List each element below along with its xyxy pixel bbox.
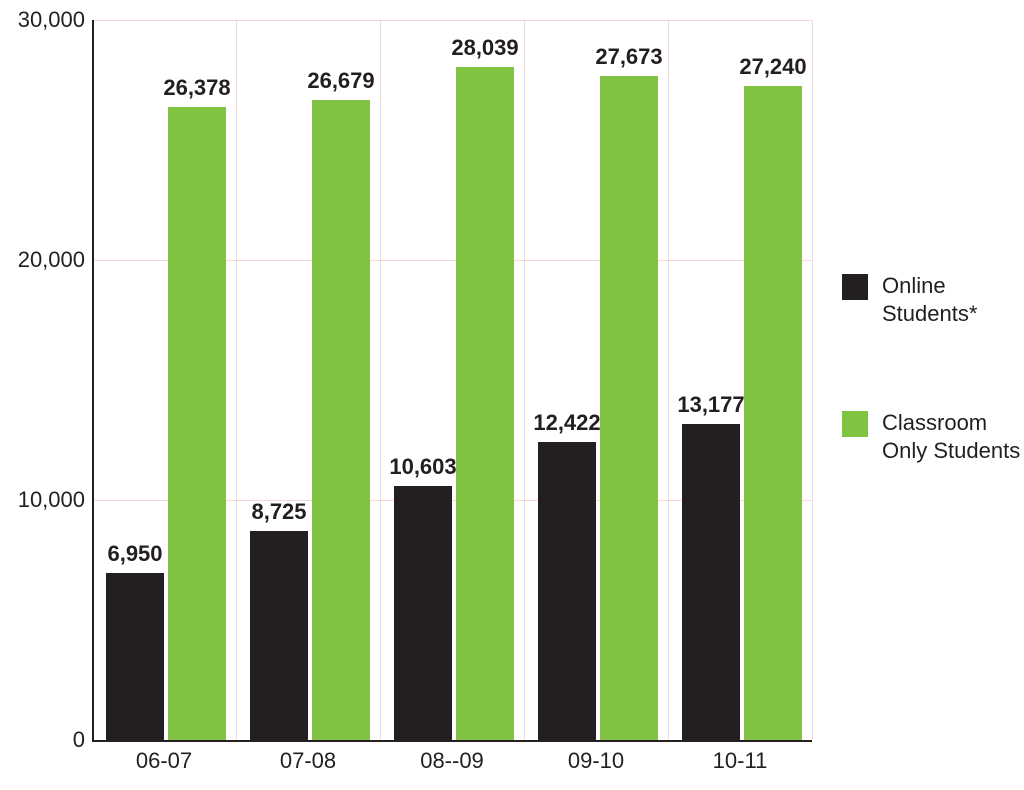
bar-classroom: [312, 100, 370, 740]
group-separator: [380, 20, 381, 740]
bar-value-label: 28,039: [435, 35, 535, 61]
legend-swatch: [842, 274, 868, 300]
legend-item-online: Online Students*: [842, 272, 1024, 327]
legend-swatch: [842, 411, 868, 437]
legend: Online Students* Classroom Only Students: [842, 272, 1024, 546]
student-enrollment-bar-chart: 6,95026,3788,72526,67910,60328,03912,422…: [0, 0, 1024, 790]
bar-online: [682, 424, 740, 740]
y-tick-label: 20,000: [0, 247, 85, 273]
y-tick-label: 30,000: [0, 7, 85, 33]
bar-online: [538, 442, 596, 740]
plot-area: 6,95026,3788,72526,67910,60328,03912,422…: [92, 20, 812, 740]
group-separator: [524, 20, 525, 740]
legend-item-classroom: Classroom Only Students: [842, 409, 1024, 464]
x-tick-label: 07-08: [236, 748, 380, 774]
gridline: [92, 20, 812, 21]
bar-value-label: 26,378: [147, 75, 247, 101]
bar-classroom: [744, 86, 802, 740]
x-axis: [92, 740, 812, 742]
group-separator: [236, 20, 237, 740]
bar-online: [250, 531, 308, 740]
bar-classroom: [168, 107, 226, 740]
x-tick-label: 06-07: [92, 748, 236, 774]
bar-online: [394, 486, 452, 740]
y-tick-label: 10,000: [0, 487, 85, 513]
y-axis: [92, 20, 94, 740]
x-tick-label: 09-10: [524, 748, 668, 774]
bar-classroom: [600, 76, 658, 740]
bar-value-label: 26,679: [291, 68, 391, 94]
group-separator: [668, 20, 669, 740]
x-tick-label: 08--09: [380, 748, 524, 774]
bar-value-label: 27,673: [579, 44, 679, 70]
legend-label: Classroom Only Students: [882, 409, 1024, 464]
bar-value-label: 27,240: [723, 54, 823, 80]
legend-label: Online Students*: [882, 272, 1024, 327]
group-separator: [812, 20, 813, 740]
x-tick-label: 10-11: [668, 748, 812, 774]
y-tick-label: 0: [0, 727, 85, 753]
bar-online: [106, 573, 164, 740]
bar-classroom: [456, 67, 514, 740]
